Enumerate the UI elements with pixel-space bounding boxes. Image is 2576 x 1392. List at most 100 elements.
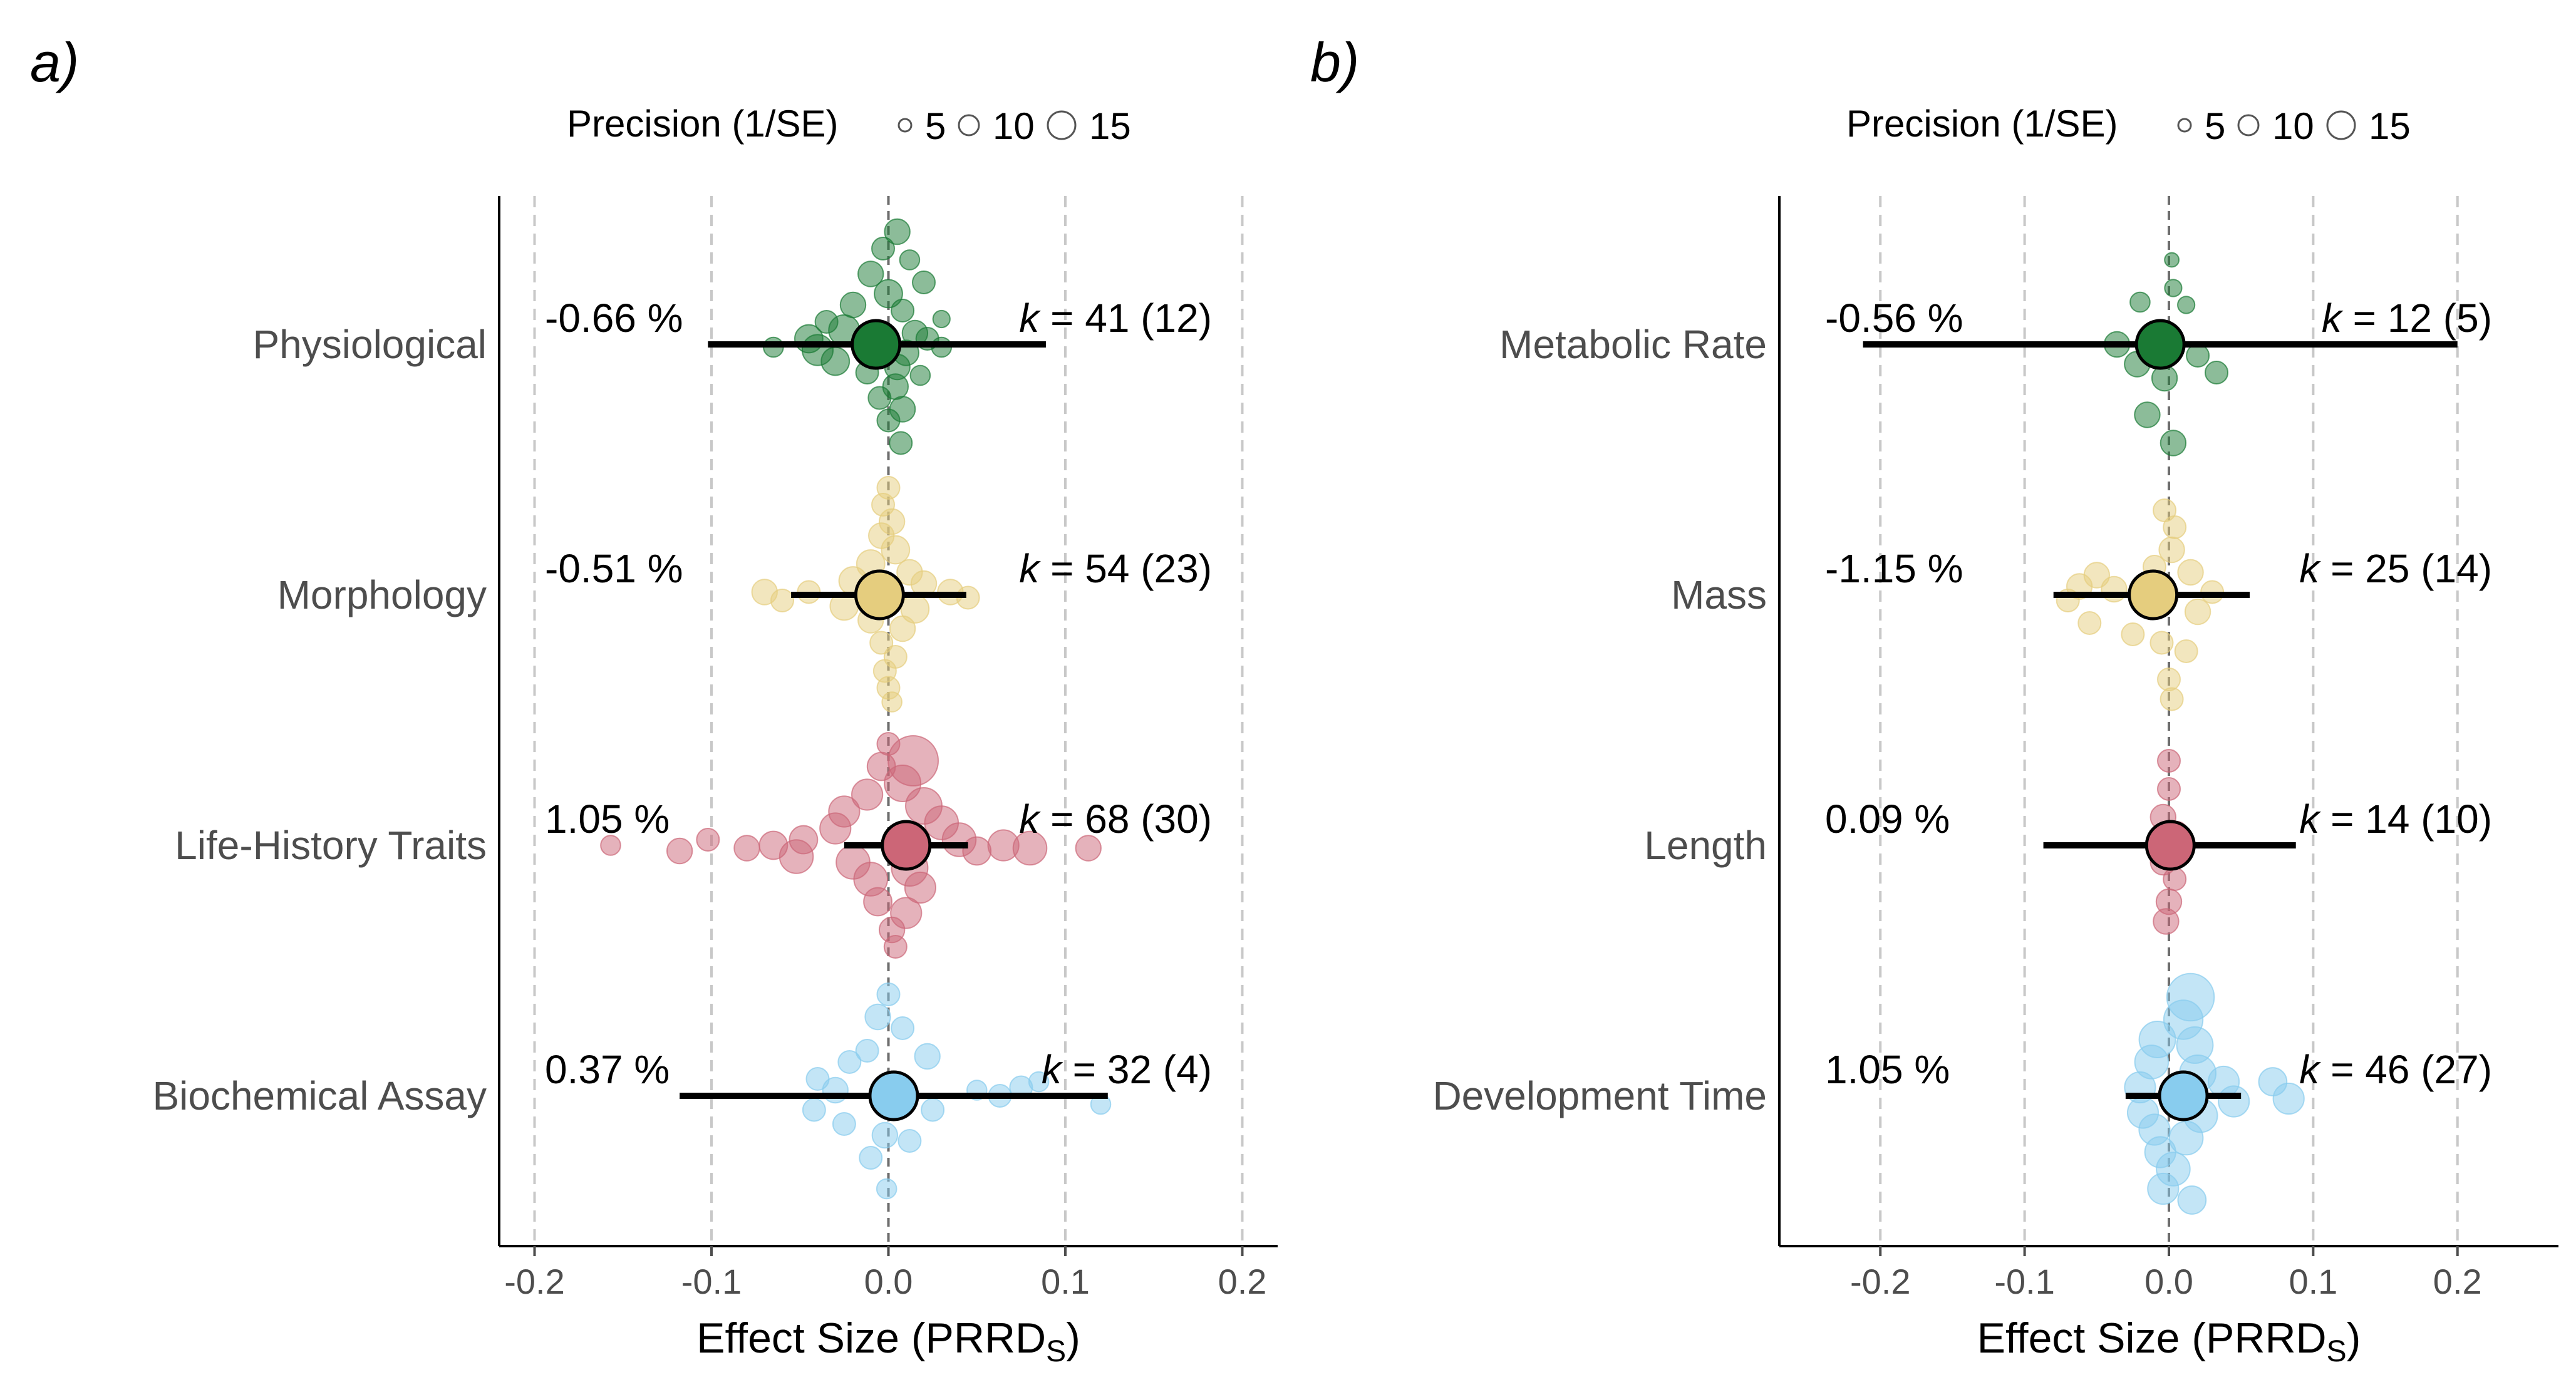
effect-point xyxy=(770,589,794,612)
k-symbol: k xyxy=(1019,546,1041,591)
x-tick-label: 0.1 xyxy=(2289,1262,2337,1301)
legend-size-circle xyxy=(1047,110,1077,140)
k-symbol: k xyxy=(2299,797,2321,842)
effect-point xyxy=(2101,575,2128,603)
panel-a: a) Precision (1/SE) 5 10 15 -0.2 -0.1 0.0 0.1 0.2… xyxy=(30,31,1278,1368)
effect-point xyxy=(2157,777,2181,801)
effect-point xyxy=(2160,687,2184,711)
k-label: k = 46 (27) xyxy=(2299,1047,2492,1092)
x-tick-label: -0.2 xyxy=(504,1262,565,1301)
effect-point xyxy=(600,835,621,856)
effect-point xyxy=(2077,611,2102,635)
k-label: k = 25 (14) xyxy=(2299,546,2492,591)
k-label: k = 14 (10) xyxy=(2299,797,2492,842)
effect-point xyxy=(881,691,903,713)
row-length: Length 0.09 % k = 14 (10) xyxy=(1644,749,2492,935)
effect-point xyxy=(696,828,720,852)
category-label: Biochemical Assay xyxy=(152,1073,487,1118)
x-tick-label: -0.2 xyxy=(1850,1262,1911,1301)
effect-point xyxy=(2157,668,2181,691)
percent-label: 0.09 % xyxy=(1825,797,1950,842)
effect-point xyxy=(864,1003,891,1031)
effect-point xyxy=(2134,401,2161,428)
pooled-estimate xyxy=(2144,820,2196,871)
effect-point xyxy=(2205,361,2229,384)
effect-point xyxy=(857,260,884,287)
effect-point xyxy=(899,249,921,271)
category-label: Life-History Traits xyxy=(175,823,487,868)
pooled-estimate xyxy=(2158,1070,2209,1121)
row-morphology: Morphology -0.51 % k = 54 (23) xyxy=(277,476,1212,713)
effect-point xyxy=(802,1098,826,1122)
x-axis-title-main: Effect Size (PRRD xyxy=(696,1314,1046,1362)
k-label: k = 68 (30) xyxy=(1019,797,1212,842)
legend-size-circle xyxy=(958,114,980,137)
k-count: = 32 (4) xyxy=(1062,1047,1212,1092)
effect-point xyxy=(897,1129,922,1153)
effect-point xyxy=(2184,598,2211,626)
k-count: = 68 (30) xyxy=(1039,797,1212,842)
effect-point xyxy=(2177,559,2204,586)
panel-b: b) Precision (1/SE) 5 10 15 -0.2 -0.1 0.0 0.1 0.2… xyxy=(1310,31,2558,1368)
x-tick-label: -0.1 xyxy=(1994,1262,2055,1301)
effect-point xyxy=(2164,252,2180,268)
x-axis-title-main: Effect Size (PRRD xyxy=(1977,1314,2327,1362)
category-label: Morphology xyxy=(277,572,487,617)
k-symbol: k xyxy=(2299,1047,2321,1092)
effect-point xyxy=(820,346,851,376)
k-label: k = 41 (12) xyxy=(1019,296,1212,341)
effect-point xyxy=(1028,1071,1050,1093)
row-biochemical-assay: Biochemical Assay 0.37 % k = 32 (4) xyxy=(152,982,1212,1200)
effect-point xyxy=(2177,1185,2207,1215)
k-symbol: k xyxy=(1019,296,1041,341)
legend-size-label: 10 xyxy=(993,105,1035,147)
x-axis-title: Effect Size (PRRDS) xyxy=(696,1314,1080,1368)
pooled-estimate xyxy=(881,820,932,871)
percent-label: -0.56 % xyxy=(1825,296,1963,341)
legend-size-label: 15 xyxy=(1089,105,1131,147)
precision-legend: Precision (1/SE) 5 10 15 xyxy=(1846,103,2411,147)
effect-point xyxy=(2121,622,2145,646)
k-count: = 54 (23) xyxy=(1039,546,1212,591)
effect-point xyxy=(932,309,951,329)
effect-point xyxy=(851,778,884,811)
effect-point xyxy=(889,615,916,642)
k-label: k = 54 (23) xyxy=(1019,546,1212,591)
effect-point xyxy=(859,1146,883,1170)
k-label: k = 12 (5) xyxy=(2322,296,2492,341)
k-symbol: k xyxy=(2322,296,2344,341)
effect-point xyxy=(876,408,901,433)
category-label: Physiological xyxy=(252,322,487,367)
percent-label: 1.05 % xyxy=(1825,1047,1950,1092)
effect-point xyxy=(2129,291,2151,313)
effect-point xyxy=(2186,344,2210,368)
effect-point xyxy=(921,1098,945,1122)
effect-point xyxy=(869,631,894,655)
row-life-history-traits: Life-History Traits 1.05 % k = 68 (30) xyxy=(175,732,1212,959)
percent-label: 0.37 % xyxy=(545,1047,670,1092)
pooled-estimate xyxy=(868,1070,919,1121)
effect-point xyxy=(2272,1082,2305,1115)
effect-point xyxy=(876,1178,897,1200)
category-label: Metabolic Rate xyxy=(1499,322,1767,367)
effect-point xyxy=(884,218,911,245)
effect-point xyxy=(883,935,908,959)
percent-label: 1.05 % xyxy=(545,797,670,842)
effect-point xyxy=(914,1043,941,1070)
effect-point xyxy=(2157,749,2181,773)
k-label: k = 32 (4) xyxy=(1042,1047,1212,1092)
legend-size-label: 5 xyxy=(2205,105,2225,147)
effect-point xyxy=(2174,639,2198,663)
k-symbol: k xyxy=(1042,1047,1063,1092)
pooled-estimate xyxy=(851,319,902,370)
effect-point xyxy=(863,887,892,917)
effect-point xyxy=(909,364,931,386)
effect-point xyxy=(733,835,760,862)
legend-size-circle xyxy=(2177,118,2192,133)
legend-size-circle xyxy=(897,118,913,133)
effect-point xyxy=(2164,279,2183,297)
x-tick-label: 0.1 xyxy=(1041,1262,1090,1301)
row-physiological: Physiological -0.66 % k = 41 (12) xyxy=(252,218,1212,455)
x-tick-label: 0.0 xyxy=(864,1262,913,1301)
